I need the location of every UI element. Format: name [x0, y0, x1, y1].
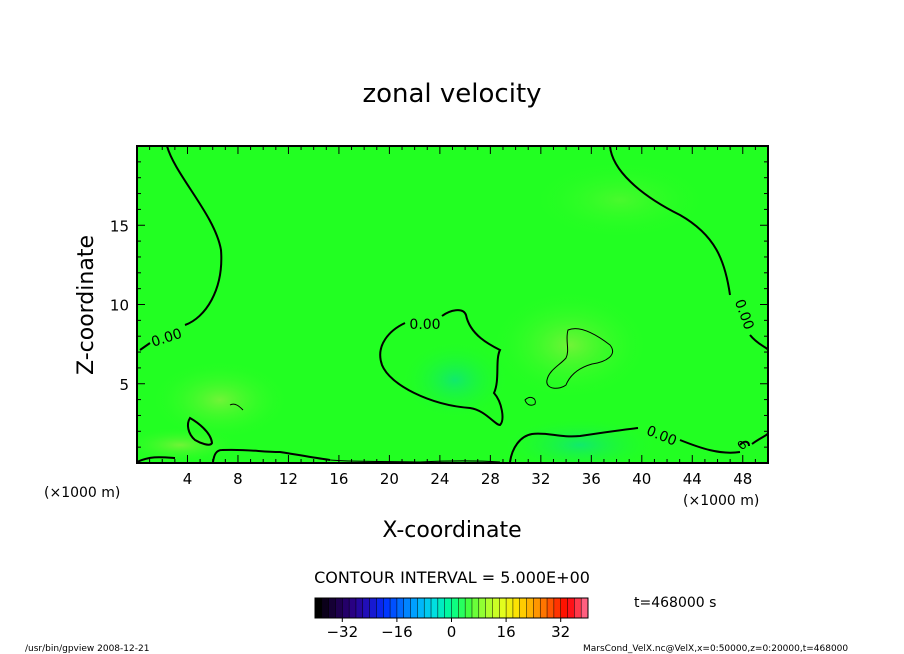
y-axis-unit: (×1000 m) [44, 485, 120, 501]
colorbar-cell [485, 598, 493, 618]
colorbar-cell [533, 598, 541, 618]
contour-label-group: 0.00 0.00 0.00 0.00 0 [149, 297, 756, 453]
colorbar-cell [355, 598, 364, 618]
contour-interval: CONTOUR INTERVAL = 5.000E+00 [314, 568, 590, 587]
contour-zero-bottomleft [137, 448, 331, 463]
colorbar-cell [471, 598, 480, 618]
colorbar-cell [342, 598, 350, 618]
x-tick-label: 32 [531, 470, 550, 488]
colorbar-cell [451, 598, 459, 618]
footer-left: /usr/bin/gpview 2008-12-21 [25, 644, 149, 654]
field-blob-pos-center-right [490, 290, 650, 400]
y-axis-label: Z-coordinate [74, 235, 99, 375]
colorbar-cell [369, 598, 377, 618]
colorbar-cell [315, 598, 323, 618]
time-text: t=468000 s [634, 595, 716, 611]
colorbar: −32 −16 0 16 32 [314, 597, 589, 641]
contour-zero-smallloop [186, 416, 214, 446]
field-blob-pos-left [150, 360, 290, 440]
colorbar-cell [506, 598, 514, 618]
contour-zero-left [139, 146, 223, 351]
x-axis-ticks: 4 8 12 16 20 24 28 32 36 40 44 48 [149, 146, 756, 488]
y-tick-label: 5 [119, 376, 129, 394]
colorbar-cell [437, 598, 445, 618]
colorbar-cell [574, 598, 582, 618]
field-blob-neg-bottom [500, 417, 660, 463]
colorbar-cell [547, 598, 555, 618]
colorbar-tick-label: −32 [326, 623, 358, 641]
colorbar-tick-label: 16 [497, 623, 516, 641]
colorbar-tick-label: −16 [381, 623, 413, 641]
contour-neg-small [524, 396, 536, 406]
x-tick-label: 44 [683, 470, 702, 488]
colorbar-cell [396, 598, 405, 618]
colorbar-cell [499, 598, 507, 618]
colorbar-cell [321, 598, 329, 618]
x-tick-label: 8 [233, 470, 243, 488]
contour-zero-tiny [739, 440, 750, 447]
colorbar-cell [526, 598, 534, 618]
x-tick-label: 28 [481, 470, 500, 488]
colorbar-cell [424, 598, 432, 618]
colorbar-cell [390, 598, 398, 618]
colorbar-cell [465, 598, 473, 618]
colorbar-cell [567, 598, 575, 618]
x-axis-unit: (×1000 m) [683, 493, 759, 509]
colorbar-cell [335, 598, 343, 618]
x-tick-label: 16 [329, 470, 348, 488]
x-tick-label: 20 [380, 470, 399, 488]
x-tick-label: 24 [430, 470, 449, 488]
colorbar-cell [560, 598, 568, 618]
chart-title: zonal velocity [362, 79, 541, 109]
colorbar-cell [444, 598, 452, 618]
colorbar-tick-label: 32 [551, 623, 570, 641]
colorbar-cell [553, 598, 561, 618]
colorbar-cell [492, 598, 500, 618]
colorbar-cell [458, 598, 466, 618]
colorbar-cells [314, 598, 589, 618]
x-tick-label: 48 [733, 470, 752, 488]
colorbar-cell [410, 598, 418, 618]
contour-zero-bottomline [329, 459, 501, 463]
contour-pos5-right [546, 328, 614, 389]
colorbar-cell [478, 598, 486, 618]
colorbar-cell [431, 598, 439, 618]
colorbar-cell [540, 598, 548, 618]
x-tick-label: 4 [183, 470, 193, 488]
colorbar-cell [403, 598, 411, 618]
contour-label-center: 0.00 [409, 317, 440, 333]
contour-zero-bottomright [509, 427, 639, 463]
y-axis-ticks: 5 10 15 [110, 161, 768, 448]
x-tick-label: 12 [279, 470, 298, 488]
field-blob-pos-topright [530, 160, 710, 240]
velocity-field [137, 146, 768, 463]
colorbar-cell [417, 598, 425, 618]
contour-lines-thin [229, 328, 614, 411]
field-blob-pos-bottomleft [137, 427, 240, 463]
y-tick-label: 15 [110, 217, 129, 235]
colorbar-ticks: −32 −16 0 16 32 [326, 618, 570, 641]
x-tick-label: 40 [632, 470, 651, 488]
colorbar-cell [581, 598, 589, 618]
colorbar-cell [362, 598, 370, 618]
field-blob-neg-center [400, 340, 510, 420]
x-axis-label: X-coordinate [382, 518, 521, 543]
y-tick-label: 10 [110, 297, 129, 315]
x-tick-label: 36 [582, 470, 601, 488]
contour-pos5-left [229, 403, 244, 411]
colorbar-cell [512, 598, 521, 618]
contour-zero-center [379, 309, 504, 427]
colorbar-cell [376, 598, 384, 618]
colorbar-tick-label: 0 [447, 623, 457, 641]
colorbar-cell [383, 598, 391, 618]
colorbar-cell [349, 598, 357, 618]
footer-right: MarsCond_VelX.nc@VelX,x=0:50000,z=0:2000… [583, 644, 848, 654]
colorbar-cell [328, 598, 336, 618]
colorbar-cell [519, 598, 527, 618]
